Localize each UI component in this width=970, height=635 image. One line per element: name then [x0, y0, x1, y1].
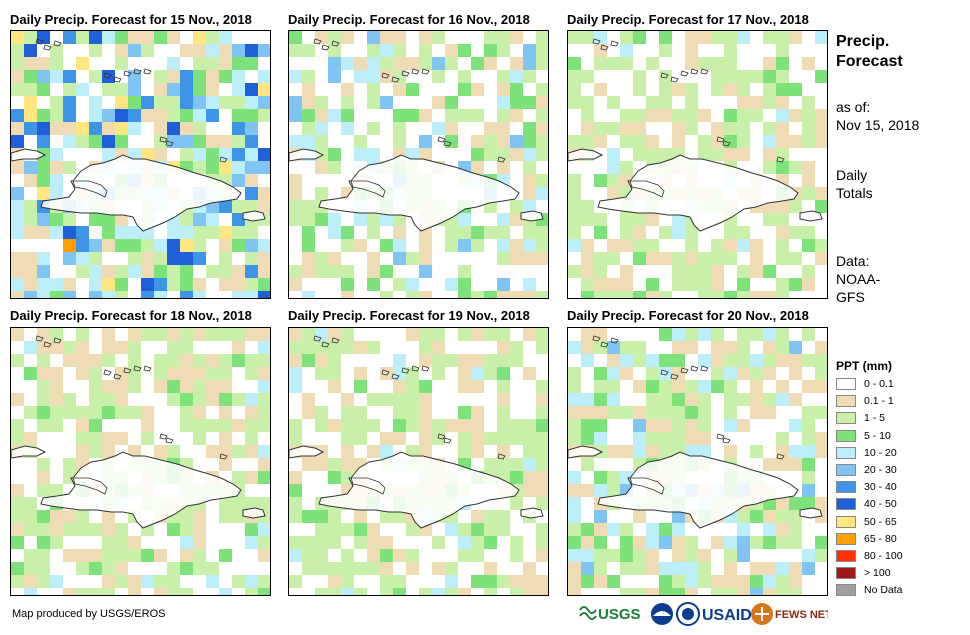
legend-label: 0 - 0.1 [864, 378, 894, 390]
map-credit: Map produced by USGS/EROS [12, 608, 166, 620]
side-title: Precip. Forecast [836, 32, 903, 72]
legend-item: 0 - 0.1 [836, 376, 894, 392]
as-of-date: as of: Nov 15, 2018 [836, 98, 919, 134]
panel-title-19nov: Daily Precip. Forecast for 19 Nov., 2018 [288, 308, 530, 323]
totals-note: Daily Totals [836, 166, 873, 202]
coastline [11, 335, 266, 529]
panel-title-15nov: Daily Precip. Forecast for 15 Nov., 2018 [10, 12, 252, 27]
legend-swatch [836, 481, 856, 494]
legend-title: PPT (mm) [836, 359, 893, 373]
precip-map-16nov [288, 30, 549, 299]
legend-item: 1 - 5 [836, 410, 885, 426]
legend-label: 1 - 5 [864, 412, 886, 425]
legend-swatch [836, 395, 856, 408]
legend-item: 80 - 100 [836, 548, 903, 564]
precip-grid [11, 328, 270, 595]
panel-title-16nov: Daily Precip. Forecast for 16 Nov., 2018 [288, 12, 530, 27]
usaid-logo-text: USAID [702, 607, 752, 624]
legend-swatch [836, 515, 856, 528]
panel-title-20nov: Daily Precip. Forecast for 20 Nov., 2018 [567, 308, 809, 323]
legend-swatch [836, 412, 856, 425]
coastline [568, 38, 823, 232]
side-title-line1: Precip. [836, 33, 890, 50]
precip-grid [289, 328, 548, 595]
legend-label: 65 - 80 [864, 532, 897, 545]
legend-label: 40 - 50 [864, 498, 897, 511]
coastline [289, 335, 544, 529]
legend-item: 65 - 80 [836, 531, 897, 547]
data-source-line3: GFS [836, 289, 865, 305]
precip-grid [289, 31, 548, 298]
legend-label: 80 - 100 [864, 550, 903, 562]
usgs-logo-text: USGS [598, 606, 641, 623]
fewsnet-logo-text: FEWS NET [775, 609, 828, 621]
legend-label: > 100 [864, 567, 891, 580]
legend-label: No Data [864, 584, 903, 597]
legend-item: > 100 [836, 565, 891, 581]
precip-map-18nov [10, 327, 271, 596]
precip-map-15nov [10, 30, 271, 299]
usgs-logo: USGS [579, 606, 641, 623]
precip-map-19nov [288, 327, 549, 596]
data-source: Data: NOAA- GFS [836, 252, 880, 306]
legend-item: No Data [836, 582, 903, 598]
precip-map-17nov [567, 30, 828, 299]
data-source-label: Data: [836, 253, 870, 269]
legend-label: 5 - 10 [864, 429, 891, 442]
legend-label: 20 - 30 [864, 464, 897, 476]
noaa-logo [651, 603, 673, 625]
legend-swatch [836, 567, 856, 580]
usaid-logo: USAID [676, 602, 752, 626]
legend-label: 0.1 - 1 [864, 395, 894, 408]
legend-label: 10 - 20 [864, 446, 897, 459]
totals-line1: Daily [836, 167, 868, 183]
legend-item: 50 - 65 [836, 514, 897, 530]
legend-item: 40 - 50 [836, 496, 897, 512]
as-of-label: as of: [836, 99, 871, 115]
totals-line2: Totals [836, 185, 873, 201]
legend-label: 50 - 65 [864, 515, 897, 528]
panel-title-18nov: Daily Precip. Forecast for 18 Nov., 2018 [10, 308, 252, 323]
legend-item: 30 - 40 [836, 479, 897, 495]
side-title-line2: Forecast [836, 53, 903, 70]
legend-swatch [836, 464, 856, 476]
legend-swatch [836, 498, 856, 511]
legend-swatch [836, 446, 856, 459]
legend-item: 5 - 10 [836, 428, 891, 444]
coastline [11, 38, 266, 232]
coastline [289, 38, 544, 232]
as-of-value: Nov 15, 2018 [836, 117, 920, 133]
legend-swatch [836, 550, 856, 562]
precip-grid [11, 31, 270, 298]
legend-swatch [836, 532, 856, 545]
panel-title-17nov: Daily Precip. Forecast for 17 Nov., 2018 [567, 12, 809, 27]
partner-logos: USGS USAID FEWS NET [579, 602, 828, 626]
legend-swatch [836, 378, 856, 390]
legend-swatch [836, 429, 856, 442]
legend-swatch [836, 584, 856, 597]
legend-item: 20 - 30 [836, 462, 897, 478]
legend-item: 10 - 20 [836, 445, 897, 461]
precip-map-20nov [567, 327, 828, 596]
legend-item: 0.1 - 1 [836, 393, 894, 409]
data-source-line2: NOAA- [836, 271, 881, 287]
fewsnet-logo: FEWS NET [751, 603, 828, 625]
legend-label: 30 - 40 [864, 481, 897, 494]
coastline [568, 335, 823, 529]
precip-grid [568, 31, 827, 298]
